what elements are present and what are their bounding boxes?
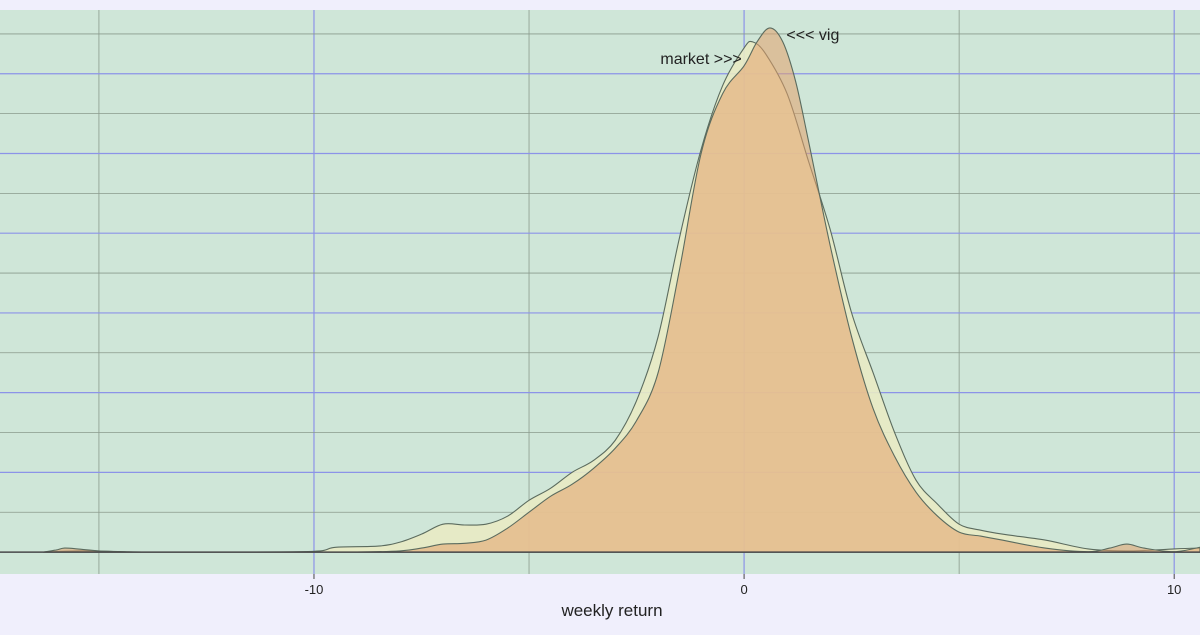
market-annotation: market >>> bbox=[660, 51, 741, 68]
x-tick-label: -10 bbox=[305, 582, 324, 597]
vig-annotation: <<< vig bbox=[786, 27, 839, 44]
x-axis-ticks: -10 0 10 bbox=[305, 574, 1181, 597]
x-axis-title: weekly return bbox=[560, 601, 662, 620]
x-tick-label: 0 bbox=[740, 582, 747, 597]
x-tick-label: 10 bbox=[1167, 582, 1181, 597]
